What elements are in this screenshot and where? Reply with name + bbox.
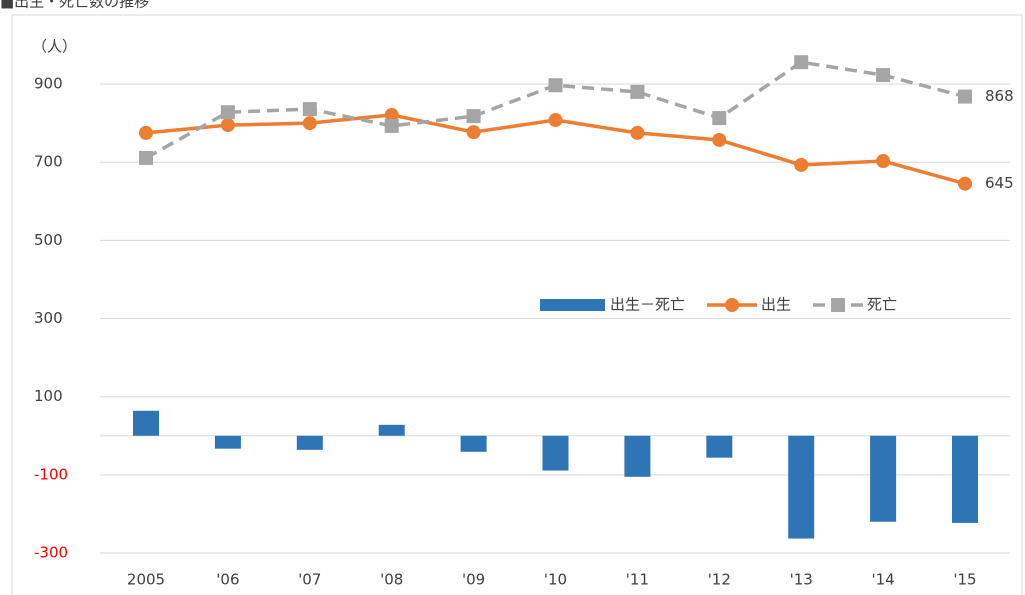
x-tick-label: '15 (953, 571, 976, 589)
bar (706, 435, 733, 458)
point (630, 125, 645, 140)
point (794, 157, 809, 172)
y-tick-label: 700 (34, 153, 63, 171)
point (630, 84, 645, 99)
legend-marker (831, 298, 846, 312)
point (548, 113, 563, 128)
point (384, 107, 399, 122)
bar (214, 435, 241, 449)
x-tick-label: '08 (380, 571, 403, 589)
bar (624, 435, 651, 477)
data-label: 645 (985, 174, 1014, 192)
point (712, 111, 727, 126)
point (384, 118, 399, 133)
bar (788, 435, 815, 539)
y-tick-label: 300 (34, 309, 63, 327)
point (876, 68, 891, 83)
point (220, 118, 235, 133)
bar (133, 410, 159, 436)
y-tick-label: 500 (34, 231, 63, 249)
point (548, 78, 563, 93)
point (139, 125, 153, 140)
line (145, 60, 966, 160)
point (302, 116, 317, 131)
legend-label: 死亡 (867, 296, 897, 314)
point (139, 150, 153, 165)
x-tick-label: '14 (871, 571, 894, 589)
chart-frame (11, 14, 1023, 595)
bar (542, 435, 569, 471)
y-tick-label: -100 (34, 465, 68, 483)
y-unit-label: （人） (32, 38, 77, 56)
point (220, 105, 235, 120)
x-tick-label: '10 (544, 571, 567, 589)
legend-marker (725, 298, 740, 312)
x-tick-label: '13 (790, 571, 813, 589)
bar (952, 435, 978, 523)
bar (296, 435, 323, 450)
point (466, 109, 481, 124)
point (712, 132, 727, 147)
point (302, 102, 317, 117)
x-tick-label: 2005 (127, 571, 165, 589)
point (466, 125, 481, 140)
data-label: 868 (985, 87, 1014, 105)
chart-title: ■出生・死亡数の推移 (0, 0, 149, 11)
y-tick-label: -300 (34, 544, 68, 562)
bar (378, 424, 405, 436)
x-tick-label: '11 (626, 571, 649, 589)
y-tick-label: 100 (34, 387, 63, 405)
x-tick-label: '06 (216, 571, 239, 589)
x-tick-label: '07 (298, 571, 321, 589)
x-tick-label: '12 (708, 571, 731, 589)
legend-swatch (540, 299, 605, 311)
legend-label: 出生－死亡 (610, 296, 685, 314)
legend-label: 出生 (761, 296, 791, 314)
point (876, 154, 891, 169)
point (958, 176, 972, 191)
y-tick-label: 900 (34, 75, 63, 93)
point (794, 55, 809, 70)
bar (460, 435, 487, 452)
x-tick-label: '09 (462, 571, 485, 589)
point (958, 89, 972, 104)
bar (870, 435, 897, 522)
